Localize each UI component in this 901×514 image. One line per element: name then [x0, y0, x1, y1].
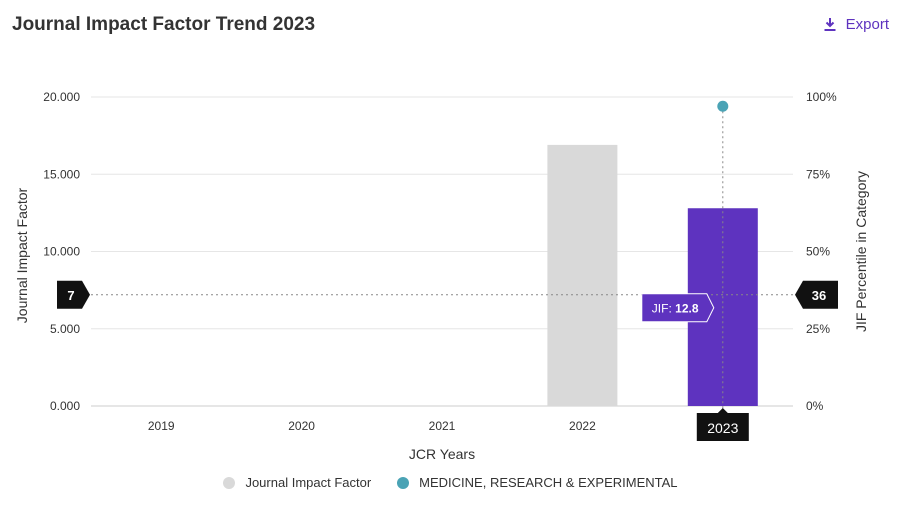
crosshair-x-flag	[696, 408, 749, 441]
x-tick-label: 2021	[429, 419, 456, 433]
crosshair-left-label: 7	[67, 288, 74, 303]
x-axis-title: JCR Years	[409, 446, 475, 462]
y2-tick-label: 100%	[806, 90, 837, 104]
y2-axis-title: JIF Percentile in Category	[853, 171, 869, 332]
y2-tick-label: 25%	[806, 322, 830, 336]
legend-item-category[interactable]: MEDICINE, RESEARCH & EXPERIMENTAL	[397, 475, 678, 490]
y2-tick-label: 75%	[806, 167, 830, 181]
export-label: Export	[845, 16, 889, 33]
y2-tick-label: 50%	[806, 245, 830, 259]
tooltip-box	[641, 293, 715, 323]
legend-swatch-category	[397, 476, 410, 489]
y2-tick-label: 0%	[806, 399, 824, 413]
crosshair-x-label: 2023	[707, 420, 738, 436]
y-tick-label: 10.000	[43, 245, 80, 259]
legend-item-jif[interactable]: Journal Impact Factor	[223, 475, 371, 490]
category-percentile-point	[717, 100, 729, 112]
tooltip-text: JIF: 12.8	[652, 301, 699, 315]
export-button[interactable]: Export	[824, 16, 889, 33]
y-tick-label: 5.000	[50, 322, 80, 336]
legend-label-jif: Journal Impact Factor	[245, 475, 372, 490]
y-tick-label: 20.000	[43, 90, 80, 104]
chart-legend: Journal Impact Factor MEDICINE, RESEARCH…	[0, 475, 901, 490]
y-tick-label: 0.000	[50, 399, 80, 413]
tooltip-value: 12.8	[675, 301, 699, 315]
tooltip-prefix: JIF:	[652, 301, 675, 315]
legend-label-category: MEDICINE, RESEARCH & EXPERIMENTAL	[419, 475, 678, 490]
x-tick-label: 2020	[288, 419, 315, 433]
crosshair-left-flag	[57, 280, 90, 309]
bar-2022	[547, 144, 618, 406]
y-tick-label: 15.000	[43, 167, 80, 181]
jif-trend-chart: 0.000 5.000 10.000 15.000 20.000 0% 25% 50% 75% 1…	[14, 90, 869, 462]
crosshair-right-flag	[795, 280, 838, 309]
download-icon	[824, 18, 836, 31]
x-tick-label: 2022	[569, 419, 596, 433]
y-axis-title: Journal Impact Factor	[14, 187, 30, 323]
crosshair-right-label: 36	[812, 288, 826, 303]
x-tick-label: 2019	[148, 419, 175, 433]
legend-swatch-jif	[223, 476, 236, 489]
page-title: Journal Impact Factor Trend 2023	[12, 14, 316, 35]
